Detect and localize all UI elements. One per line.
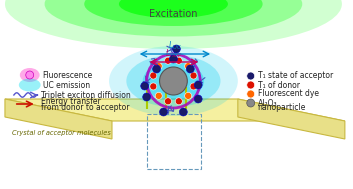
Text: Triplet exciton diffusion: Triplet exciton diffusion — [41, 91, 130, 99]
Text: $L_{UC}$: $L_{UC}$ — [168, 40, 182, 52]
Circle shape — [190, 83, 197, 90]
Ellipse shape — [20, 68, 40, 82]
Ellipse shape — [5, 0, 342, 49]
Ellipse shape — [126, 55, 221, 107]
Circle shape — [155, 63, 162, 70]
Circle shape — [160, 67, 187, 95]
Text: Crystal of acceptor molecules: Crystal of acceptor molecules — [12, 130, 111, 136]
Ellipse shape — [84, 0, 263, 26]
Ellipse shape — [119, 0, 228, 18]
Circle shape — [143, 93, 151, 101]
Circle shape — [155, 92, 162, 99]
Circle shape — [194, 95, 202, 103]
Text: Energy transfer: Energy transfer — [41, 98, 100, 106]
Circle shape — [179, 108, 187, 116]
Circle shape — [185, 92, 192, 99]
Circle shape — [247, 90, 255, 98]
Ellipse shape — [109, 46, 238, 116]
Polygon shape — [5, 99, 112, 139]
Circle shape — [247, 99, 255, 107]
Polygon shape — [238, 99, 345, 139]
Circle shape — [185, 63, 192, 70]
Text: T₁ of donor: T₁ of donor — [258, 81, 300, 90]
Circle shape — [141, 82, 149, 90]
Text: T₁ state of acceptor: T₁ state of acceptor — [258, 71, 333, 81]
Text: Fluorescence: Fluorescence — [43, 70, 93, 80]
Polygon shape — [5, 99, 345, 121]
Bar — [146, 114, 201, 169]
Circle shape — [150, 83, 157, 90]
Circle shape — [175, 98, 182, 105]
Circle shape — [247, 81, 255, 89]
Circle shape — [26, 71, 34, 79]
Text: nanoparticle: nanoparticle — [258, 104, 306, 112]
Text: Excitation: Excitation — [149, 9, 198, 19]
Ellipse shape — [143, 62, 204, 100]
Circle shape — [164, 57, 172, 64]
Circle shape — [247, 72, 255, 80]
Circle shape — [164, 98, 172, 105]
Circle shape — [190, 72, 197, 79]
Circle shape — [169, 55, 178, 63]
Text: Fluorescent dye: Fluorescent dye — [258, 90, 319, 98]
Circle shape — [150, 72, 157, 79]
Circle shape — [160, 108, 167, 116]
Text: Al₂O₃: Al₂O₃ — [258, 98, 277, 108]
Circle shape — [172, 45, 180, 53]
Circle shape — [175, 57, 182, 64]
Text: $L_{HOP}$: $L_{HOP}$ — [165, 47, 183, 60]
Ellipse shape — [19, 78, 41, 91]
Text: UC emission: UC emission — [43, 81, 90, 90]
Text: from donor to acceptor: from donor to acceptor — [41, 102, 129, 112]
Circle shape — [186, 65, 194, 73]
Ellipse shape — [44, 0, 302, 36]
Circle shape — [152, 65, 161, 73]
Circle shape — [194, 81, 202, 89]
